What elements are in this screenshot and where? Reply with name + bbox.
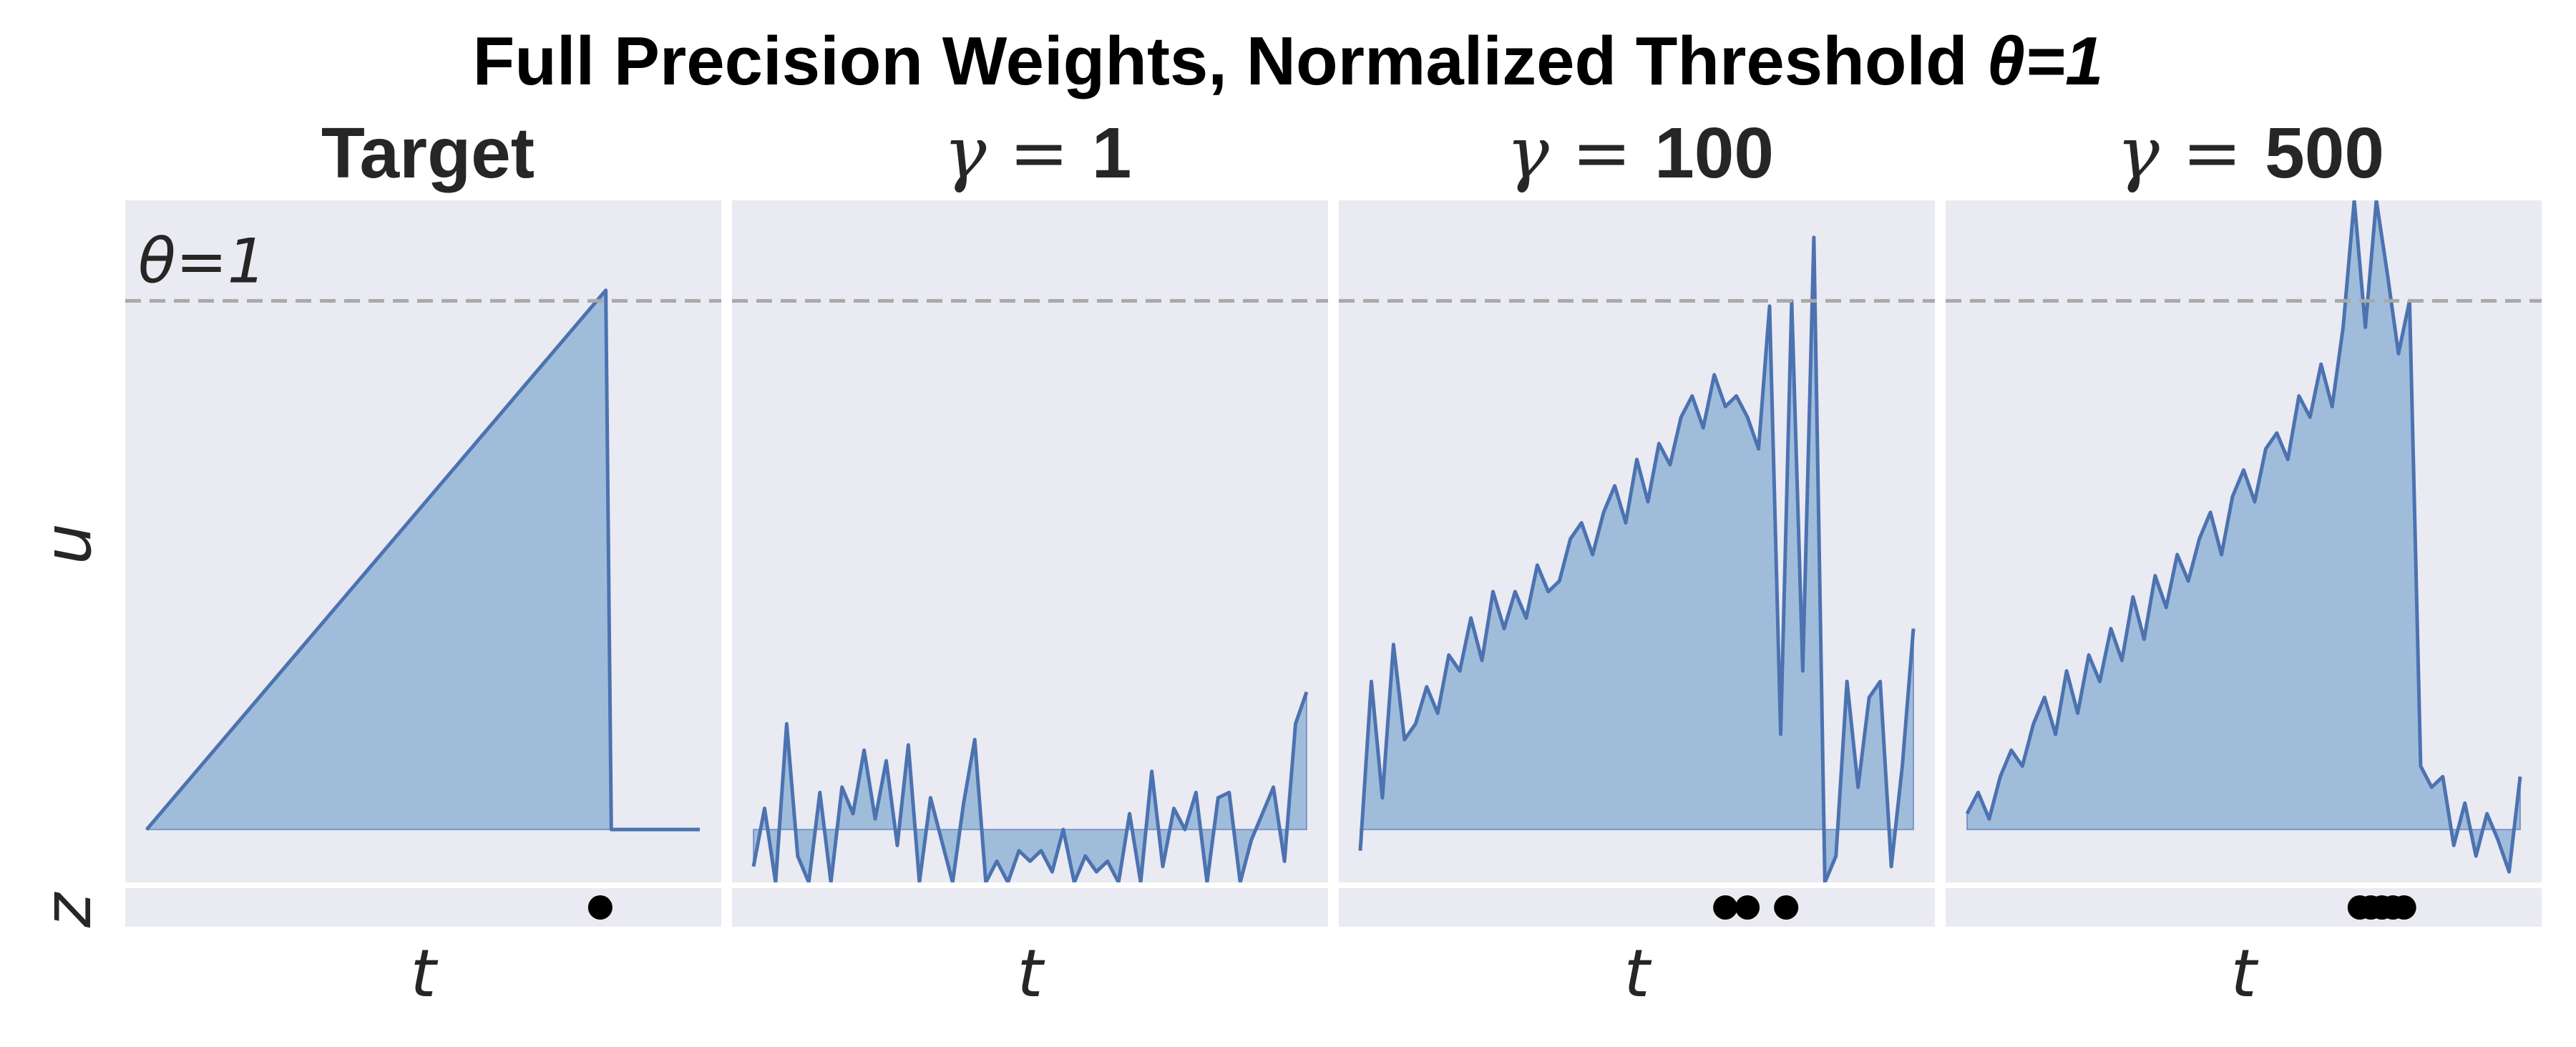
panel-title-gamma: γ = [1506,111,1654,195]
spike-dot [1735,895,1760,920]
panel-title-gamma: γ = [944,111,1092,195]
panels: Target t θ=1 γ = 1 t γ = 100 t γ = 500 t [125,111,2542,1012]
figure-title-theta: θ=1 [1986,23,2103,99]
panel-4: γ = 500 t [1946,111,2542,1012]
spike-dot [1774,895,1799,920]
series-group [751,691,1309,882]
panel-title: Target [321,113,535,193]
panel-1: Target t θ=1 [125,113,721,1012]
figure-title-main: Full Precision Weights, Normalized Thres… [473,23,1987,99]
spike-dot [2391,895,2416,920]
spike-dot [587,895,613,920]
plot-area-z [1339,888,1935,927]
y-axis-label-u: u [29,523,106,565]
x-axis-label: t [1017,935,1045,1012]
plot-area-z [1946,888,2542,927]
plot-area-z [125,888,721,927]
x-axis-label: t [410,935,438,1012]
x-axis-label: t [1624,935,1652,1012]
panel-title: γ = 1 [944,111,1132,195]
plot-area-z [732,888,1328,927]
panel-title-gamma: γ = [2117,111,2265,195]
series-group [145,288,700,832]
panel-title-value: 100 [1654,113,1774,193]
panel-title-value: 1 [1092,113,1132,193]
panel-2: γ = 1 t [732,111,1328,1012]
panel-3: γ = 100 t [1339,111,1935,1012]
x-axis-label: t [2230,935,2258,1012]
spike-dot [1713,895,1738,920]
membrane-line [1358,235,1916,882]
threshold-label: θ=1 [138,225,266,297]
y-axis-label-z: z [29,892,106,928]
series-group [1358,235,1916,882]
membrane-line [751,691,1309,882]
panel-title: γ = 500 [2117,111,2384,195]
series-group [1965,200,2522,874]
membrane-line [145,288,700,832]
membrane-line [1965,200,2522,874]
panel-title-value: 500 [2265,113,2384,193]
panel-title: γ = 100 [1506,111,1774,195]
figure-title: Full Precision Weights, Normalized Thres… [473,23,2104,99]
plot-area-u [732,200,1328,882]
